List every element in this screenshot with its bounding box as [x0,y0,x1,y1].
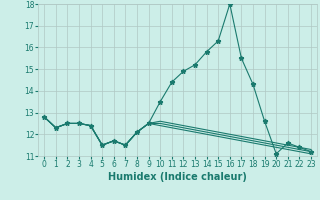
X-axis label: Humidex (Indice chaleur): Humidex (Indice chaleur) [108,172,247,182]
